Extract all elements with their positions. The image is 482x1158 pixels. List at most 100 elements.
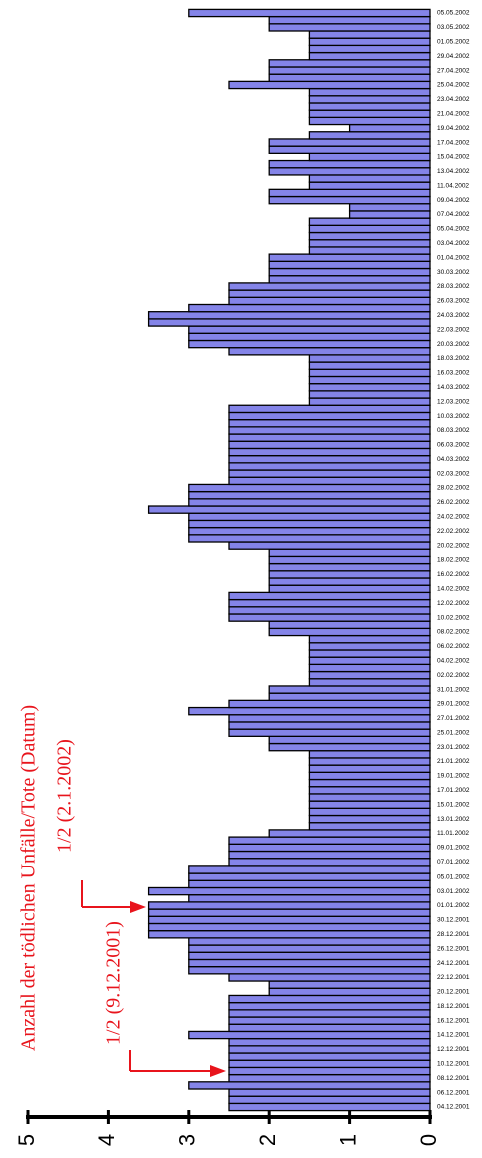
y-tick-label: 23.01.2002 [437, 744, 470, 751]
bar [308, 656, 431, 666]
bar [308, 354, 431, 363]
bar [147, 922, 431, 932]
bar [147, 311, 431, 320]
y-tick-label: 24.12.2001 [437, 960, 470, 967]
bar [147, 908, 431, 917]
bar [308, 231, 431, 241]
bar [308, 152, 431, 162]
bar [308, 368, 431, 378]
bar [308, 87, 431, 97]
bar [228, 1066, 431, 1076]
bar [228, 1045, 431, 1054]
bar [348, 123, 431, 133]
bar [308, 634, 431, 644]
x-tick-label: 0 [416, 1134, 441, 1146]
bar [188, 303, 431, 313]
bar [308, 116, 431, 126]
y-tick-label: 15.04.2002 [437, 154, 470, 161]
y-tick-label: 29.01.2002 [437, 701, 470, 708]
bar [268, 742, 431, 752]
y-tick-label: 18.03.2002 [437, 355, 470, 362]
bar [188, 958, 431, 968]
bar [268, 275, 431, 284]
arrow [81, 880, 146, 913]
bar [308, 224, 431, 234]
bar [188, 332, 431, 342]
y-tick-label: 18.02.2002 [437, 557, 470, 564]
bar [268, 584, 431, 594]
bar [308, 102, 431, 111]
bar [268, 195, 431, 205]
y-tick-label: 19.01.2002 [437, 773, 470, 780]
bar [147, 318, 431, 327]
bar [308, 663, 431, 673]
bar [228, 419, 431, 428]
bar [268, 253, 431, 262]
y-tick-label: 08.03.2002 [437, 427, 470, 434]
bar [308, 181, 431, 190]
y-tick-label: 22.02.2002 [437, 528, 470, 535]
y-tick-label: 18.12.2001 [437, 1003, 470, 1010]
bar [228, 462, 431, 471]
y-tick-label: 05.01.2002 [437, 873, 470, 880]
bar [188, 8, 431, 18]
bar [188, 325, 431, 334]
y-tick-label: 07.01.2002 [437, 859, 470, 866]
y-tick-label: 10.03.2002 [437, 413, 470, 420]
annotation: 1/2 (2.1.2002) [54, 739, 76, 853]
y-tick-label: 12.03.2002 [437, 398, 470, 405]
x-tick-label: 3 [175, 1134, 200, 1146]
y-tick-label: 16.12.2001 [437, 1017, 470, 1024]
y-tick-label: 30.12.2001 [437, 917, 470, 924]
x-tick-label: 5 [14, 1134, 39, 1146]
y-tick-label: 06.12.2001 [437, 1089, 470, 1096]
bar [268, 260, 431, 270]
bar [228, 591, 431, 601]
y-tick-label: 07.04.2002 [437, 211, 470, 218]
bar [268, 555, 431, 565]
bar [228, 1001, 431, 1011]
y-tick-label: 15.01.2002 [437, 801, 470, 808]
y-tick-label: 20.12.2001 [437, 989, 470, 996]
y-tick-label: 20.02.2002 [437, 542, 470, 549]
bar [268, 829, 431, 838]
y-tick-label: 03.04.2002 [437, 240, 470, 247]
bar [228, 714, 431, 723]
y-tick-label: 31.01.2002 [437, 686, 470, 693]
bar [268, 145, 431, 154]
y-tick-label: 06.02.2002 [437, 643, 470, 650]
bar [348, 203, 431, 212]
bar [147, 505, 431, 514]
bar [228, 1009, 431, 1018]
bar [228, 1023, 431, 1033]
bar [268, 267, 431, 277]
bar [228, 728, 431, 737]
y-tick-label: 01.04.2002 [437, 254, 470, 261]
bar [188, 706, 431, 716]
bar [268, 987, 431, 997]
bar [228, 1088, 431, 1097]
bar [228, 447, 431, 457]
bar [228, 476, 431, 486]
bar [228, 404, 431, 414]
bar [268, 692, 431, 701]
bar [228, 80, 431, 90]
y-tick-label: 22.12.2001 [437, 974, 470, 981]
y-tick-label: 28.03.2002 [437, 283, 470, 290]
bar [268, 562, 431, 572]
arrow [129, 1050, 226, 1077]
y-tick-label: 26.02.2002 [437, 499, 470, 506]
bar [308, 670, 431, 680]
y-tick-label: 09.04.2002 [437, 197, 470, 204]
y-tick-label: 02.02.2002 [437, 672, 470, 679]
bar [188, 498, 431, 507]
bar [228, 1073, 431, 1083]
y-tick-label: 25.01.2002 [437, 729, 470, 736]
bar [268, 548, 431, 558]
bar [308, 793, 431, 802]
bar [308, 807, 431, 817]
bar [308, 131, 431, 140]
bar [228, 1102, 431, 1112]
y-tick-label: 14.02.2002 [437, 586, 470, 593]
bar [228, 858, 431, 867]
